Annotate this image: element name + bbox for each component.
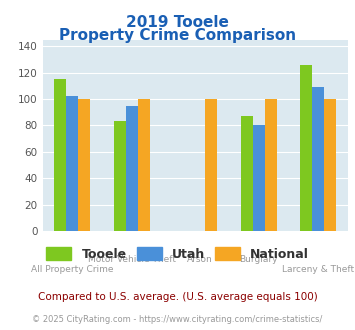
Bar	[126, 106, 138, 231]
Text: Compared to U.S. average. (U.S. average equals 100): Compared to U.S. average. (U.S. average …	[38, 292, 317, 302]
Bar	[241, 116, 253, 231]
Bar	[66, 96, 78, 231]
Text: Burglary: Burglary	[240, 255, 278, 264]
Bar	[138, 99, 149, 231]
Text: Property Crime Comparison: Property Crime Comparison	[59, 28, 296, 43]
Bar	[114, 121, 126, 231]
Text: © 2025 CityRating.com - https://www.cityrating.com/crime-statistics/: © 2025 CityRating.com - https://www.city…	[32, 315, 323, 324]
Text: All Property Crime: All Property Crime	[31, 265, 114, 274]
Text: Larceny & Theft: Larceny & Theft	[282, 265, 354, 274]
Bar	[253, 125, 265, 231]
Bar	[265, 99, 277, 231]
Legend: Tooele, Utah, National: Tooele, Utah, National	[42, 242, 313, 266]
Bar	[312, 87, 324, 231]
Text: 2019 Tooele: 2019 Tooele	[126, 15, 229, 30]
Bar	[324, 99, 336, 231]
Text: Arson: Arson	[186, 255, 212, 264]
Bar	[54, 79, 66, 231]
Text: Motor Vehicle Theft: Motor Vehicle Theft	[88, 255, 176, 264]
Bar	[205, 99, 217, 231]
Bar	[300, 65, 312, 231]
Bar	[78, 99, 90, 231]
